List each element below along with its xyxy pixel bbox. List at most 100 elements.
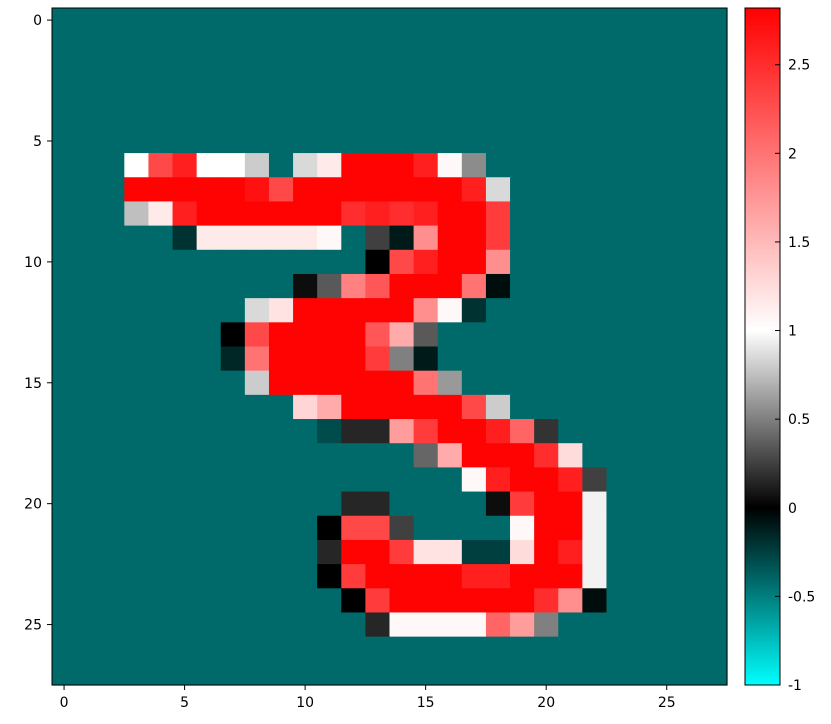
heatmap-cell [172,660,198,686]
heatmap-cell [413,201,439,227]
heatmap-cell [389,201,415,227]
heatmap-cell [413,539,439,565]
heatmap-cell [461,56,487,82]
heatmap-cell [341,636,366,662]
heatmap-cell [293,298,318,323]
heatmap-cell [148,467,174,493]
heatmap-cell [606,273,632,299]
heatmap-cell [244,32,270,57]
heatmap-cell [630,612,656,638]
heatmap-cell [558,249,583,275]
heatmap-cell [172,419,198,444]
heatmap-cell [124,515,150,541]
colorbar-tick-label: -1 [788,678,802,694]
heatmap-cell [148,128,174,154]
heatmap-cell [606,225,632,251]
heatmap-cell [413,225,439,251]
heatmap-cell [317,660,342,686]
heatmap-cell [196,153,222,178]
heatmap-cell [52,612,77,638]
heatmap-cell [534,8,559,33]
heatmap-cell [461,298,487,323]
heatmap-cell [52,8,77,33]
heatmap-cell [389,588,415,614]
heatmap-cell [582,273,608,299]
heatmap-cell [461,467,487,493]
heatmap-cell [365,8,391,33]
heatmap-cell [124,273,150,299]
heatmap-cell [100,370,125,396]
heatmap-cell [100,32,125,57]
heatmap-cell [52,419,77,444]
heatmap-cell [148,491,174,517]
heatmap-cell [220,104,246,130]
heatmap-cell [148,564,174,589]
heatmap-cell [196,612,222,638]
heatmap-cell [196,467,222,493]
heatmap-cell [124,394,150,420]
heatmap-cell [606,177,632,203]
heatmap-cell [52,32,77,57]
heatmap-cell [317,443,342,468]
x-tick-label: 15 [417,695,435,711]
heatmap-cell [196,588,222,614]
heatmap-cell [293,8,318,33]
heatmap-cell [341,394,366,420]
heatmap-cell [317,612,342,638]
heatmap-cell [196,515,222,541]
heatmap-cell [365,612,391,638]
heatmap-cell [678,225,704,251]
heatmap-cell [172,177,198,203]
heatmap-cell [558,32,583,57]
heatmap-cell [76,322,101,348]
heatmap-cell [534,660,559,686]
heatmap-cell [510,636,535,662]
heatmap-cell [148,588,174,614]
heatmap-cell [293,419,318,444]
heatmap-cell [678,177,704,203]
heatmap-cell [124,491,150,517]
heatmap-cell [76,177,101,203]
heatmap-cell [317,128,342,154]
heatmap-cell [534,588,559,614]
heatmap-cell [100,539,125,565]
heatmap-cell [437,370,463,396]
heatmap-cell [558,346,583,372]
heatmap-cell [365,370,391,396]
heatmap-cell [220,322,246,348]
heatmap-cell [317,153,342,178]
heatmap-cell [510,346,535,372]
heatmap-cell [148,346,174,372]
heatmap-cell [52,177,77,203]
heatmap-cell [606,80,632,106]
heatmap-cell [220,80,246,106]
heatmap-cell [317,467,342,493]
y-tick-label: 5 [33,134,42,150]
heatmap-cell [124,322,150,348]
heatmap-cell [389,128,415,154]
heatmap-cell [654,491,680,517]
heatmap-cell [268,612,294,638]
heatmap-cell [220,56,246,82]
heatmap-cell [220,491,246,517]
heatmap-cell [461,32,487,57]
heatmap-cell [124,443,150,468]
heatmap-cell [558,8,583,33]
heatmap-cell [365,128,391,154]
heatmap-cell [437,394,463,420]
heatmap-cell [437,539,463,565]
heatmap-cell [582,419,608,444]
heatmap-cell [365,443,391,468]
heatmap-cell [341,419,366,444]
heatmap-cell [268,153,294,178]
heatmap-cell [510,225,535,251]
heatmap-cell [148,249,174,275]
heatmap-cell [461,564,487,589]
heatmap-cell [654,539,680,565]
heatmap-cell [582,298,608,323]
heatmap-cell [413,273,439,299]
heatmap-cell [293,612,318,638]
heatmap-cell [534,467,559,493]
heatmap-cell [365,564,391,589]
heatmap-cell [220,443,246,468]
